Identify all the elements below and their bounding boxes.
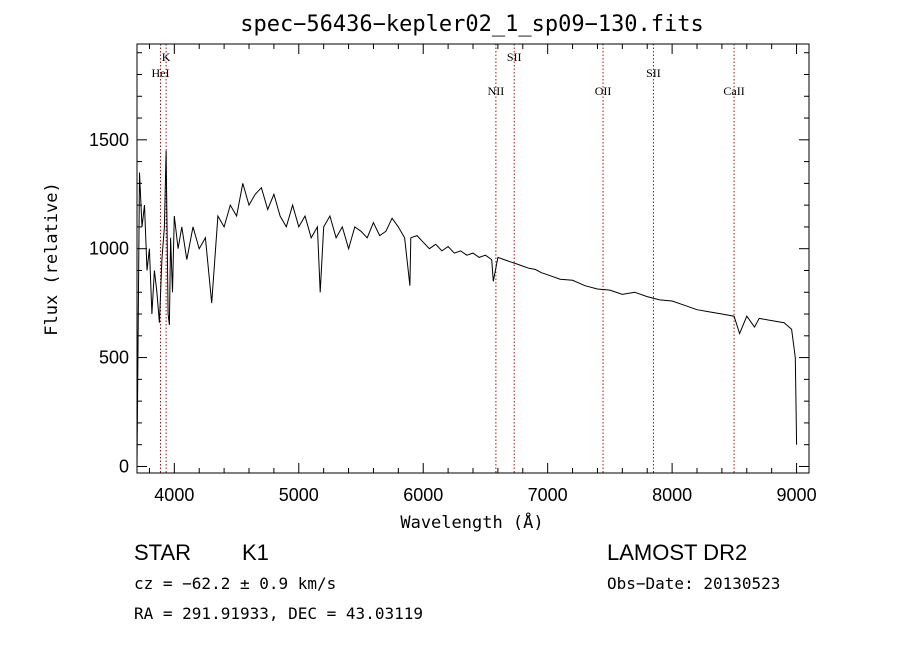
spectrum-line bbox=[136, 150, 798, 467]
object-type: STAR bbox=[134, 540, 192, 565]
line-marker-label: NII bbox=[488, 84, 505, 98]
line-marker-label: OII bbox=[595, 84, 612, 98]
line-marker-label: K bbox=[162, 50, 171, 64]
y-tick-label: 500 bbox=[99, 348, 129, 368]
axis-ticks: 4000 5000 6000 7000 8000 9000 0 500 1000 1500 bbox=[89, 44, 817, 505]
coordinates: RA = 291.91933, DEC = 43.03119 bbox=[134, 604, 423, 623]
survey-name: LAMOST DR2 bbox=[607, 540, 748, 565]
y-tick-label: 1500 bbox=[89, 130, 129, 150]
y-tick-label: 0 bbox=[119, 456, 129, 476]
y-tick-label: 1000 bbox=[89, 239, 129, 259]
y-axis-label: Flux (relative) bbox=[42, 182, 62, 336]
line-marker-label: CaII bbox=[723, 84, 744, 98]
chart-title: spec−56436−kepler02_1_sp09−130.fits bbox=[240, 12, 704, 37]
line-marker-label: SII bbox=[507, 50, 522, 64]
x-tick-label: 6000 bbox=[403, 485, 443, 505]
x-tick-label: 9000 bbox=[777, 485, 817, 505]
x-tick-label: 4000 bbox=[154, 485, 194, 505]
x-tick-label: 5000 bbox=[279, 485, 319, 505]
line-marker-label: HeI bbox=[152, 66, 170, 80]
x-axis-label: Wavelength (Å) bbox=[400, 511, 543, 533]
redshift-cz: cz = −62.2 ± 0.9 km/s bbox=[134, 574, 337, 593]
subclass: K1 bbox=[242, 540, 269, 565]
plot-frame bbox=[136, 43, 810, 474]
spectral-line-markers: K HeI SII NII OII SII CaII bbox=[152, 44, 745, 473]
x-tick-label: 7000 bbox=[528, 485, 568, 505]
line-marker-label: SII bbox=[646, 66, 661, 80]
x-tick-label: 8000 bbox=[652, 485, 692, 505]
observation-date: Obs−Date: 20130523 bbox=[607, 574, 781, 593]
